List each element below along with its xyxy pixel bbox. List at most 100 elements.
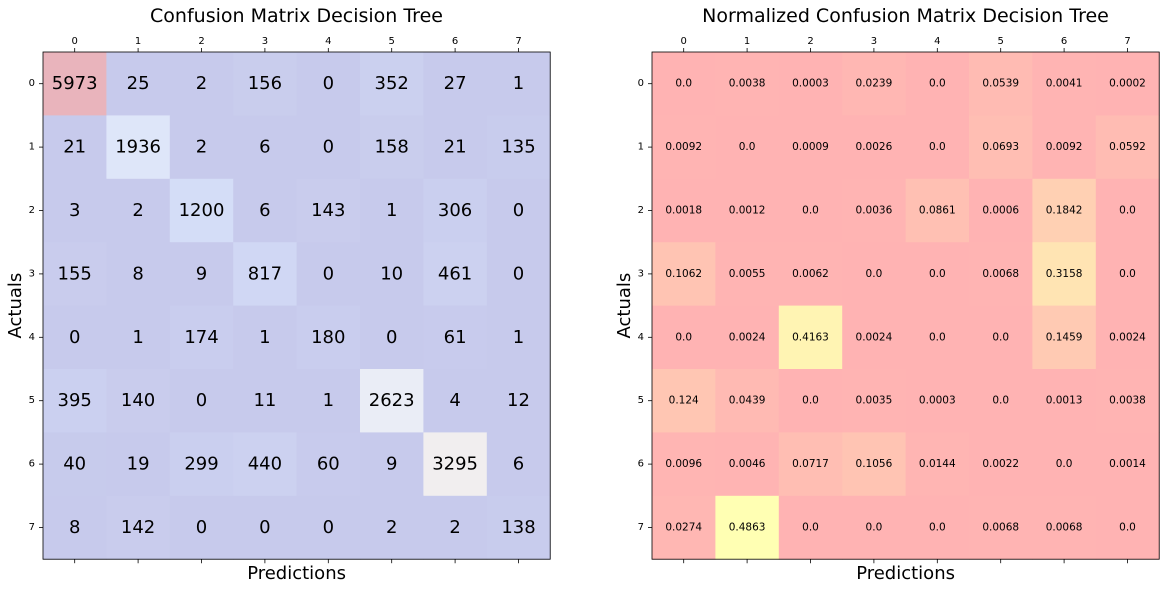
ncm-cell-r0-c3	[842, 52, 907, 116]
cm-cell-r7-c1	[106, 495, 171, 560]
ncm-cell-label-r1-c7: 0.0592	[1109, 141, 1146, 153]
ncm-cell-r7-c4	[905, 495, 970, 560]
ncm-cell-r4-c4	[905, 305, 970, 370]
ncm-cell-label-r0-c0: 0.0	[675, 78, 692, 90]
cm-cell-label-r7-c3: 0	[259, 517, 270, 538]
cm-cell-r6-c3	[233, 432, 298, 497]
ncm-cell-label-r4-c6: 0.1459	[1046, 331, 1083, 343]
cm-xtick-label-2: 2	[198, 36, 204, 47]
cm-cell-label-r5-c6: 4	[449, 390, 460, 411]
cm-cell-r2-c6	[423, 178, 488, 243]
ncm-cell-r7-c2	[778, 495, 843, 560]
ncm-cell-label-r6-c3: 0.1056	[856, 458, 893, 470]
cm-cell-r2-c7	[486, 178, 551, 243]
cm-cell-r6-c2	[169, 432, 234, 497]
ncm-cell-label-r7-c2: 0.0	[802, 522, 819, 534]
cm-cell-label-r6-c6: 3295	[432, 454, 478, 475]
cm-cell-r2-c1	[106, 178, 171, 243]
ncm-cell-r0-c1	[715, 52, 780, 116]
ncm-cell-label-r2-c2: 0.0	[802, 205, 819, 217]
cm-cell-label-r6-c5: 9	[386, 454, 397, 475]
ncm-ytick-label-3: 3	[638, 268, 644, 279]
ncm-cell-r3-c1	[715, 242, 780, 307]
ncm-cell-r3-c6	[1032, 242, 1097, 307]
ncm-cell-r1-c2	[778, 115, 843, 180]
cm-cell-r1-c1	[106, 115, 171, 180]
ncm-cell-label-r5-c6: 0.0013	[1046, 395, 1083, 407]
ncm-cell-label-r1-c3: 0.0026	[856, 141, 893, 153]
cm-cell-r3-c4	[296, 242, 361, 307]
cm-cell-r7-c7	[486, 495, 551, 560]
cm-cell-r6-c7	[486, 432, 551, 497]
ncm-cell-r7-c1	[715, 495, 780, 560]
cm-xtick-label-0: 0	[72, 36, 78, 47]
ncm-cell-r6-c6	[1032, 432, 1097, 497]
ncm-cell-r3-c5	[969, 242, 1033, 307]
ncm-cell-label-r6-c4: 0.0144	[919, 458, 956, 470]
cm-cell-label-r6-c7: 6	[513, 454, 524, 475]
cm-cell-label-r1-c2: 2	[196, 137, 207, 158]
ncm-cell-r6-c5	[969, 432, 1033, 497]
cm-xtick-label-1: 1	[135, 36, 141, 47]
ncm-cell-label-r0-c2: 0.0003	[792, 78, 829, 90]
ncm-cell-label-r0-c7: 0.0002	[1109, 78, 1146, 90]
cm-cell-label-r3-c0: 155	[58, 263, 92, 284]
cm-cell-r5-c2	[169, 369, 234, 433]
cm-title: Confusion Matrix Decision Tree	[150, 5, 443, 27]
cm-cell-r3-c6	[423, 242, 488, 307]
ncm-cell-r4-c2	[778, 305, 843, 370]
cm-cell-label-r3-c7: 0	[513, 263, 524, 284]
ncm-ytick-label-2: 2	[638, 205, 644, 216]
cm-cell-r2-c0	[43, 178, 107, 243]
ncm-ytick-label-7: 7	[638, 522, 644, 533]
ncm-cell-r5-c3	[842, 369, 907, 433]
ncm-xtick-label-4: 4	[934, 36, 940, 47]
cm-cell-label-r2-c3: 6	[259, 200, 270, 221]
ncm-cell-label-r4-c0: 0.0	[675, 331, 692, 343]
cm-ytick-label-7: 7	[29, 522, 35, 533]
cm-cell-r3-c0	[43, 242, 107, 307]
ncm-xtick-label-0: 0	[681, 36, 687, 47]
cm-cell-r5-c3	[233, 369, 298, 433]
ncm-cell-label-r1-c5: 0.0693	[982, 141, 1019, 153]
ncm-cell-label-r3-c3: 0.0	[866, 268, 883, 280]
cm-cell-r4-c2	[169, 305, 234, 370]
ncm-cell-r0-c6	[1032, 52, 1097, 116]
ncm-cell-r4-c1	[715, 305, 780, 370]
ncm-cell-r3-c7	[1095, 242, 1160, 307]
cm-cell-label-r6-c1: 19	[127, 454, 150, 475]
ncm-cell-label-r7-c0: 0.0274	[665, 522, 702, 534]
cm-cell-r2-c4	[296, 178, 361, 243]
cm-cell-r2-c5	[360, 178, 424, 243]
cm-xtick-label-7: 7	[515, 36, 521, 47]
ncm-cell-label-r7-c6: 0.0068	[1046, 522, 1083, 534]
cm-cell-r2-c3	[233, 178, 298, 243]
cm-cell-r3-c2	[169, 242, 234, 307]
ncm-cell-label-r7-c3: 0.0	[866, 522, 883, 534]
ncm-cell-label-r6-c5: 0.0022	[982, 458, 1019, 470]
ncm-cell-r2-c6	[1032, 178, 1097, 243]
ncm-cell-r5-c7	[1095, 369, 1160, 433]
cm-cell-label-r0-c1: 25	[127, 73, 150, 94]
cm-cell-label-r5-c5: 2623	[369, 390, 415, 411]
ncm-cell-label-r7-c7: 0.0	[1119, 522, 1136, 534]
ncm-cell-label-r6-c0: 0.0096	[665, 458, 702, 470]
cm-cell-label-r1-c7: 135	[501, 137, 535, 158]
ncm-cell-label-r4-c5: 0.0	[992, 331, 1009, 343]
ncm-cell-label-r2-c6: 0.1842	[1046, 205, 1083, 217]
cm-cell-label-r4-c4: 180	[311, 327, 345, 348]
ncm-cell-r1-c7	[1095, 115, 1160, 180]
ncm-cell-r3-c2	[778, 242, 843, 307]
ncm-ytick-label-1: 1	[638, 142, 644, 153]
cm-cell-r1-c2	[169, 115, 234, 180]
ncm-ylabel: Actuals	[614, 273, 635, 339]
ncm-cell-r2-c4	[905, 178, 970, 243]
ncm-cell-label-r6-c2: 0.0717	[792, 458, 829, 470]
cm-cell-label-r2-c7: 0	[513, 200, 524, 221]
cm-cell-r3-c5	[360, 242, 424, 307]
cm-cell-label-r6-c3: 440	[248, 454, 282, 475]
ncm-cell-label-r6-c7: 0.0014	[1109, 458, 1146, 470]
cm-cell-label-r1-c1: 1936	[115, 137, 161, 158]
ncm-cell-r4-c5	[969, 305, 1033, 370]
